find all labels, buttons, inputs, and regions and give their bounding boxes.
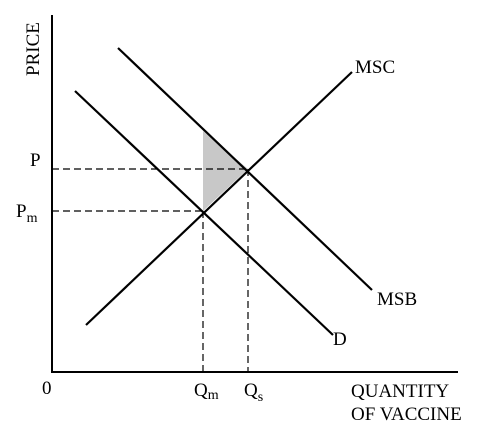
deadweight-loss-area — [203, 131, 248, 211]
price-pm-label-main: P — [16, 201, 27, 222]
y-axis-label: PRICE — [23, 22, 44, 76]
quantity-qs-label: Qs — [244, 380, 263, 405]
quantity-qm-label-sub: m — [208, 388, 219, 403]
msc-curve — [86, 72, 352, 325]
price-p-label: P — [30, 150, 41, 171]
quantity-qs-label-main: Q — [244, 380, 258, 401]
origin-label: 0 — [42, 378, 52, 399]
x-axis-label-line1: QUANTITY — [351, 381, 449, 402]
msb-label: MSB — [377, 289, 417, 310]
quantity-qs-label-sub: s — [258, 390, 263, 405]
quantity-qm-label: Qm — [194, 380, 219, 403]
demand-label: D — [333, 329, 347, 350]
quantity-qm-label-main: Q — [194, 380, 208, 401]
x-axis-label-line2: OF VACCINE — [351, 404, 462, 425]
price-pm-label: Pm — [16, 201, 38, 226]
price-pm-label-sub: m — [27, 211, 38, 226]
msc-label: MSC — [355, 57, 395, 78]
